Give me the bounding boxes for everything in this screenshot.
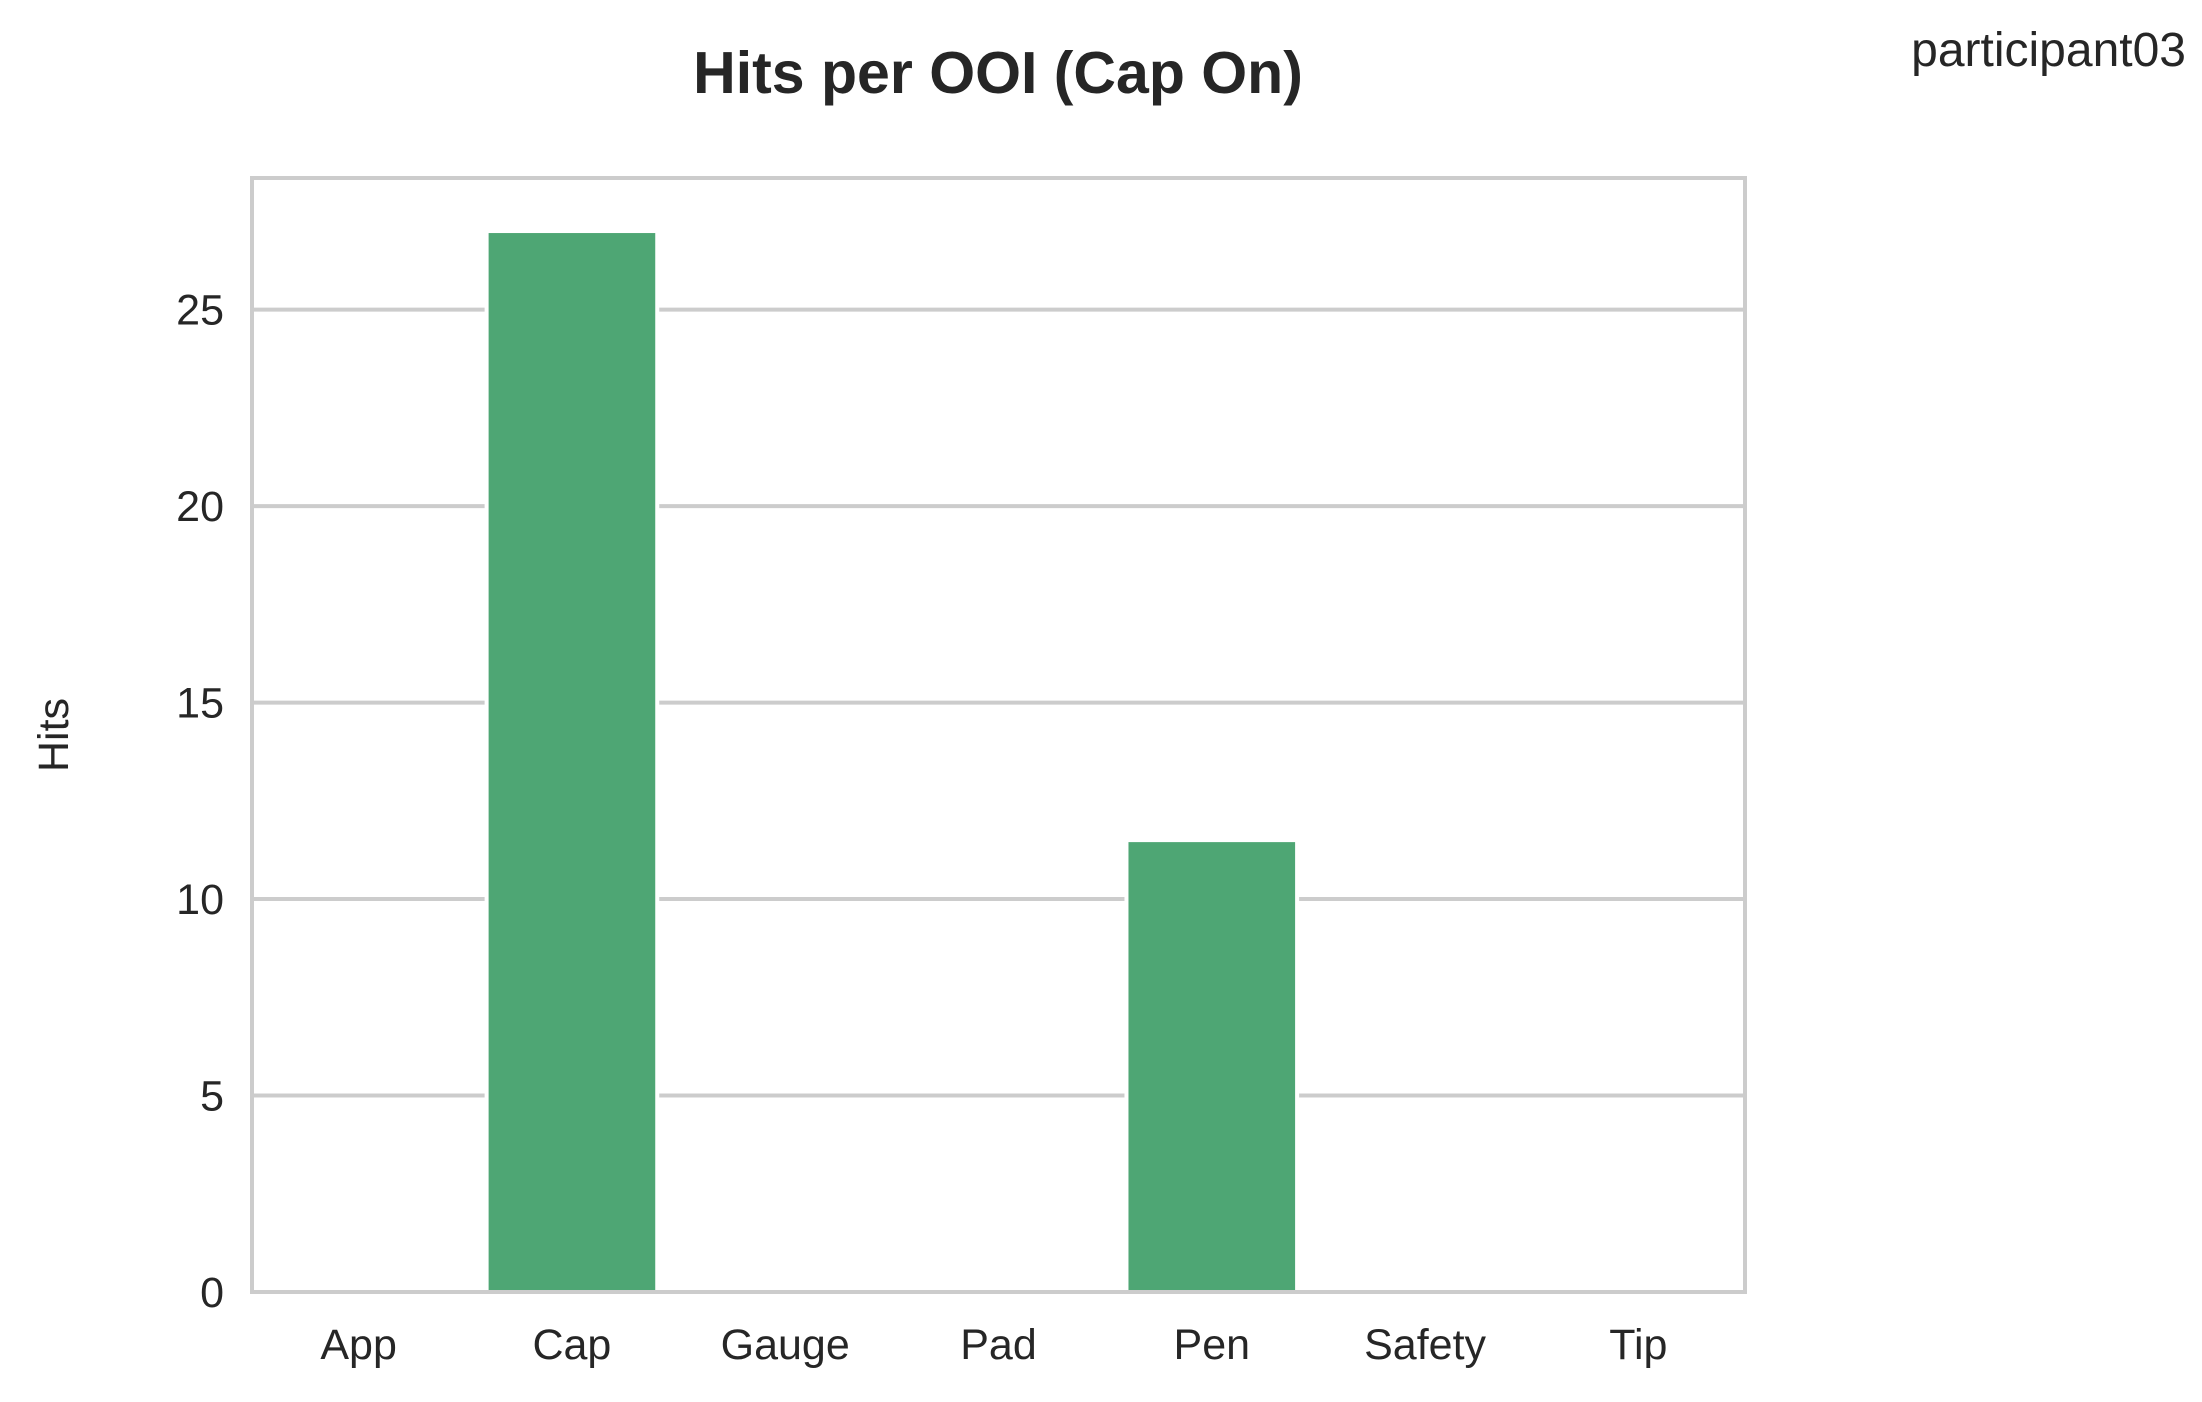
y-tick-label: 15 [176, 680, 224, 728]
x-tick-label-pad: Pad [960, 1321, 1037, 1369]
bars [484, 229, 1300, 1295]
x-tick-label-cap: Cap [532, 1321, 611, 1369]
y-tick-label: 20 [176, 483, 224, 531]
x-tick-label-app: App [320, 1321, 397, 1369]
x-tick-label-safety: Safety [1364, 1321, 1486, 1369]
y-tick-labels: 0 5 10 15 20 25 [176, 287, 224, 1317]
y-tick-label: 0 [200, 1269, 224, 1317]
y-tick-label: 25 [176, 287, 224, 335]
x-tick-label-tip: Tip [1609, 1321, 1667, 1369]
bar-cap [484, 229, 660, 1295]
chart-title: Hits per OOI (Cap On) [693, 40, 1303, 106]
x-tick-labels: App Cap Gauge Pad Pen Safety Tip [320, 1321, 1667, 1369]
y-tick-label: 5 [200, 1073, 224, 1121]
bar-pen [1124, 838, 1300, 1294]
x-tick-label-pen: Pen [1174, 1321, 1251, 1369]
participant-label: participant03 [1911, 24, 2186, 77]
plot-frame [250, 176, 1747, 1294]
plot-background [252, 178, 1745, 1292]
y-axis-label: Hits [30, 698, 78, 772]
x-tick-label-gauge: Gauge [721, 1321, 850, 1369]
y-tick-label: 10 [176, 876, 224, 924]
